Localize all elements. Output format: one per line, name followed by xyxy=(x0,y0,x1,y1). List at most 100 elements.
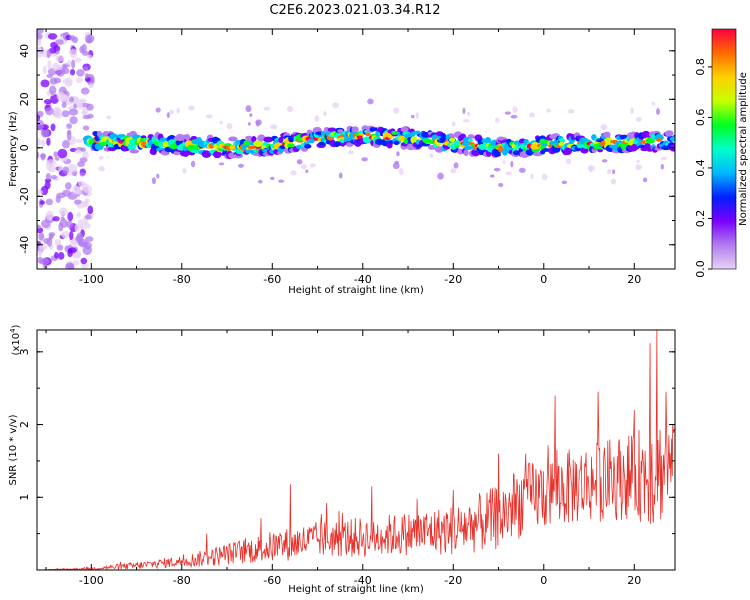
band-cell xyxy=(558,138,565,143)
noise-cell xyxy=(87,205,94,215)
scatter-cell xyxy=(305,169,309,174)
noise-cell xyxy=(45,210,54,221)
chart-title: C2E6.2023.021.03.34.R12 xyxy=(269,3,440,18)
noise-cell xyxy=(76,212,81,218)
band-cell xyxy=(532,152,543,157)
noise-cell xyxy=(51,62,60,72)
band-cell xyxy=(664,130,674,137)
noise-cell xyxy=(55,39,64,45)
scatter-cell xyxy=(656,108,661,115)
noise-cell xyxy=(82,245,92,256)
snr-frame xyxy=(36,329,676,571)
band-cell xyxy=(162,141,170,148)
noise-cell xyxy=(82,106,88,117)
scatter-cell xyxy=(155,107,161,113)
band-cell xyxy=(448,133,454,138)
scatter-cell xyxy=(660,156,668,161)
scatter-cell xyxy=(106,115,111,120)
noise-cell xyxy=(48,232,56,237)
noise-cell xyxy=(55,195,61,203)
noise-cell xyxy=(46,137,51,146)
noise-cell xyxy=(40,79,50,88)
noise-cell xyxy=(78,218,84,229)
noise-cell xyxy=(37,151,40,159)
scatter-cell xyxy=(636,159,640,164)
noise-cell xyxy=(68,96,75,103)
scatter-cell xyxy=(660,163,664,170)
noise-cell xyxy=(66,220,74,229)
scatter-cell xyxy=(512,106,518,113)
noise-cell xyxy=(37,189,43,195)
scatter-cell xyxy=(541,173,548,181)
noise-cell xyxy=(41,219,51,229)
band-cell xyxy=(190,149,200,154)
noise-cell xyxy=(37,141,41,147)
scatter-cell xyxy=(642,177,648,183)
scatter-cell xyxy=(206,114,213,119)
scatter-cell xyxy=(502,160,506,165)
scatter-cell xyxy=(450,168,457,174)
noise-cell xyxy=(50,174,58,180)
noise-cell xyxy=(58,222,64,232)
scatter-cell xyxy=(635,164,642,171)
noise-cell xyxy=(66,131,72,141)
spectrogram-panel: -100 -80 -60 -40 -20 0 20 -40 -20 0 20 40 Height o… xyxy=(8,28,676,296)
spectrogram-x-axis-title: Height of straight line (km) xyxy=(288,285,424,296)
noise-cell xyxy=(82,151,89,159)
scatter-cell xyxy=(410,114,415,119)
scatter-cell xyxy=(156,173,160,179)
band-cell xyxy=(391,130,398,135)
noise-cell xyxy=(85,236,94,243)
scatter-cell xyxy=(270,176,275,180)
noise-cell xyxy=(37,29,44,34)
scatter-cell xyxy=(510,114,518,119)
noise-cell xyxy=(60,67,70,75)
noise-cell xyxy=(67,163,78,173)
noise-cell xyxy=(68,108,79,116)
noise-cell xyxy=(67,248,73,258)
spectrogram-y-ticks: -40 -20 0 20 40 xyxy=(18,44,675,270)
band-cell xyxy=(597,148,604,153)
scatter-cell xyxy=(286,106,294,113)
scatter-cell xyxy=(347,150,354,155)
band-cell xyxy=(576,143,585,149)
noise-cell xyxy=(72,260,80,266)
scatter-cell xyxy=(493,167,501,172)
scatter-cell xyxy=(612,169,616,175)
noise-cell xyxy=(66,123,73,129)
noise-cell xyxy=(45,198,54,206)
y-tick-label: 3 xyxy=(18,348,31,355)
scatter-cell xyxy=(367,98,374,105)
scatter-cell xyxy=(565,158,572,165)
band-cell xyxy=(410,131,416,137)
band-cell xyxy=(184,134,191,141)
x-tick-label: -40 xyxy=(354,574,372,587)
colorbar-tick-label: 0.2 xyxy=(694,210,707,228)
spectrogram-cells xyxy=(37,29,675,269)
noise-cell xyxy=(45,107,54,116)
band-cell xyxy=(247,145,256,150)
scatter-cell xyxy=(630,107,634,115)
band-cell xyxy=(306,138,315,144)
x-tick-label: -60 xyxy=(263,574,281,587)
x-tick-label: -80 xyxy=(173,273,191,286)
noise-cell xyxy=(39,257,50,266)
colorbar-frame xyxy=(711,28,737,270)
scatter-cell xyxy=(504,111,511,115)
noise-cell xyxy=(66,80,72,86)
noise-cell xyxy=(74,57,82,63)
band-cell xyxy=(304,143,312,149)
scatter-cell xyxy=(437,172,444,180)
noise-cell xyxy=(44,181,51,190)
noise-cell xyxy=(54,251,59,259)
x-tick-label: -40 xyxy=(354,273,372,286)
noise-cell xyxy=(37,249,43,257)
scatter-cell xyxy=(561,180,568,185)
scatter-cell xyxy=(98,166,105,172)
noise-cell xyxy=(53,77,62,84)
noise-cell xyxy=(76,234,81,243)
band-cell xyxy=(287,143,295,148)
noise-cell xyxy=(69,116,78,125)
y-tick-label: 40 xyxy=(18,44,31,58)
